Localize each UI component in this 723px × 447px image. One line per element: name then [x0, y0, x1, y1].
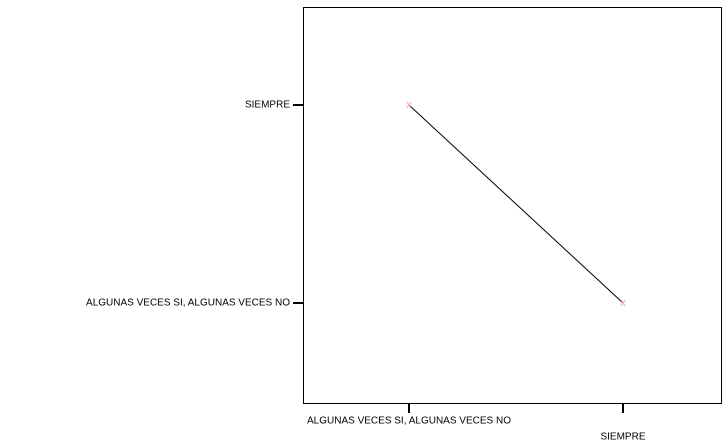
y-tick-label: SIEMPRE [245, 100, 290, 111]
y-tick-label: ALGUNAS VECES SI, ALGUNAS VECES NO [86, 298, 290, 309]
point-marker [620, 299, 626, 307]
x-tick-label: ALGUNAS VECES SI, ALGUNAS VECES NO [307, 416, 511, 427]
line [408, 104, 624, 304]
x-tick-label: SIEMPRE [600, 432, 645, 443]
plot-frame [303, 7, 722, 404]
point-marker [406, 101, 412, 109]
